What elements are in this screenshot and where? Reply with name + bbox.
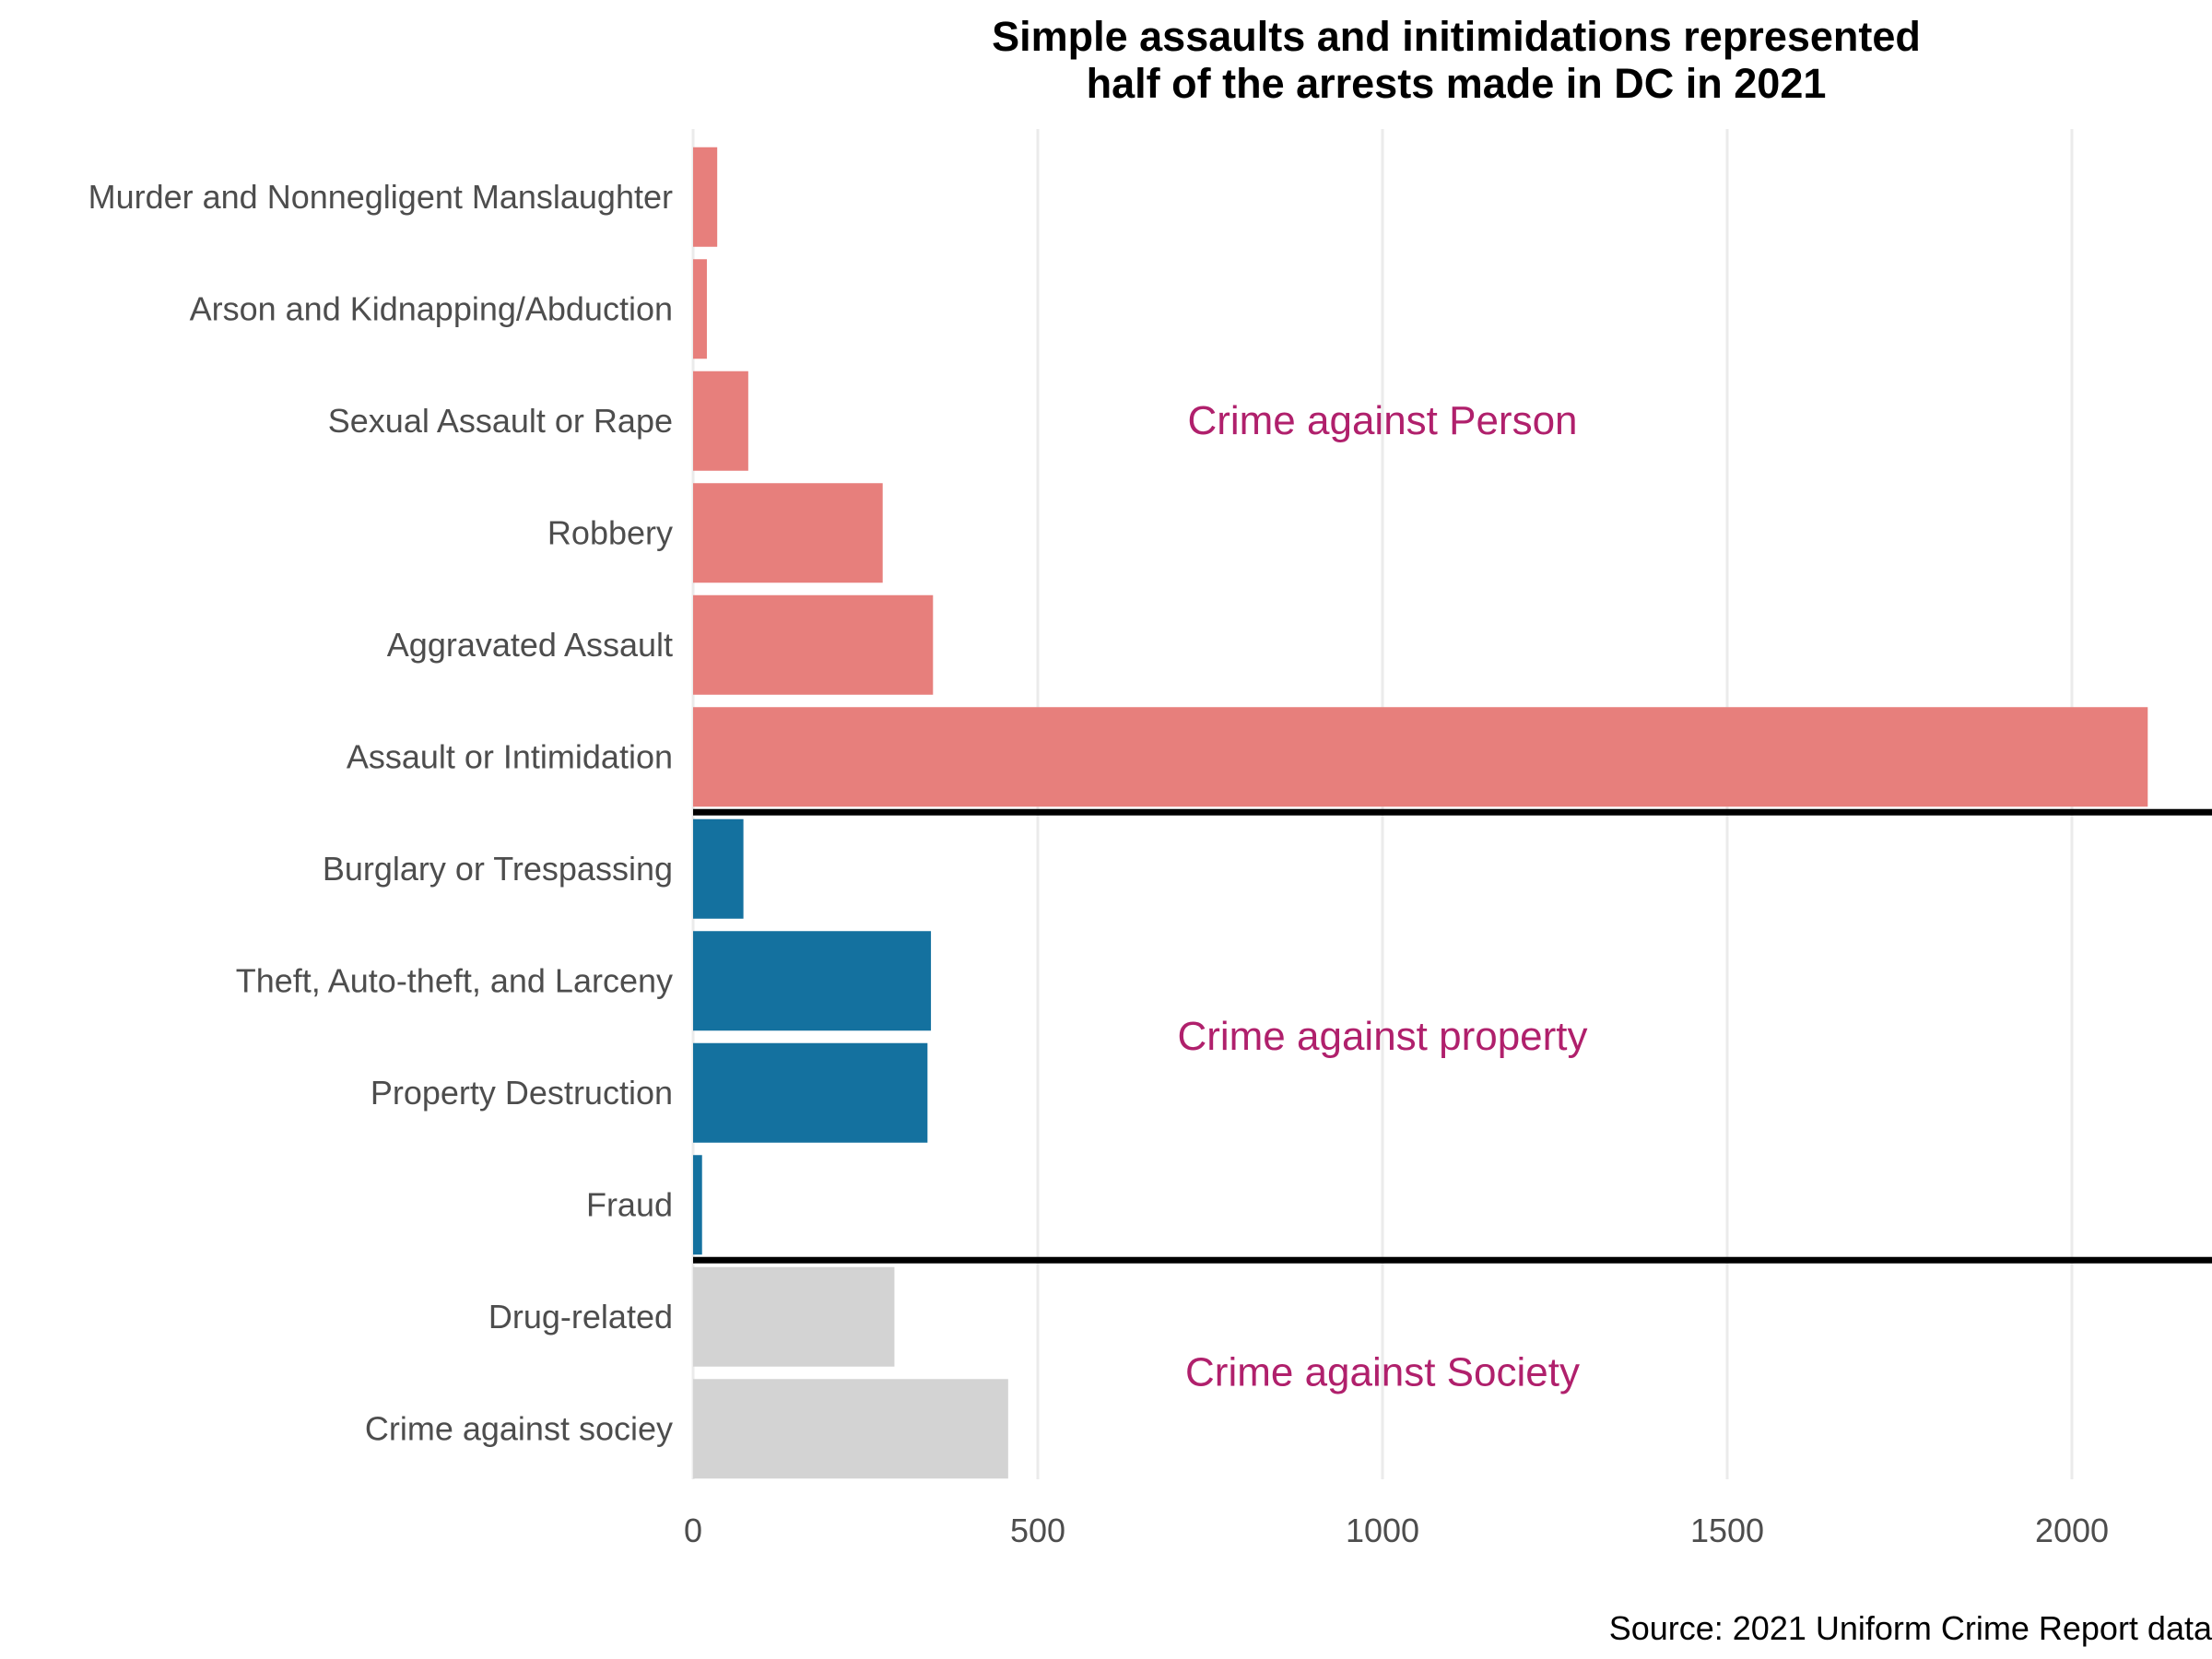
y-axis-labels: Murder and Nonnegligent Manslaughter Arso… <box>88 178 673 1448</box>
y-axis-label: Arson and Kidnapping/Abduction <box>190 289 673 327</box>
y-axis-label: Crime against sociey <box>365 1409 673 1447</box>
y-axis-label: Murder and Nonnegligent Manslaughter <box>88 178 673 216</box>
group-label: Crime against property <box>1177 1014 1587 1059</box>
bar <box>693 1042 928 1143</box>
y-axis-label: Assault or Intimidation <box>347 737 673 775</box>
bar <box>693 371 748 471</box>
y-axis-label: Theft, Auto-theft, and Larceny <box>236 961 673 999</box>
y-axis-label: Aggravated Assault <box>387 626 673 664</box>
bar <box>693 1379 1008 1479</box>
bar <box>693 1266 895 1367</box>
x-tick-label: 0 <box>684 1512 702 1549</box>
chart-title-line-1: Simple assaults and initimidations repre… <box>992 13 1921 60</box>
bar <box>693 818 744 919</box>
group-label: Crime against Person <box>1187 398 1577 443</box>
y-axis-label: Fraud <box>586 1185 673 1223</box>
group-label: Crime against Society <box>1185 1350 1580 1395</box>
y-axis-label: Sexual Assault or Rape <box>328 402 673 440</box>
y-axis-label: Burglary or Trespassing <box>323 850 673 888</box>
group-labels: Crime against Person Crime against proper… <box>1177 398 1587 1395</box>
bar <box>693 483 883 583</box>
x-tick-label: 1500 <box>1690 1512 1764 1549</box>
bar <box>693 707 2148 807</box>
x-tick-label: 500 <box>1010 1512 1065 1549</box>
x-tick-label: 2000 <box>2035 1512 2109 1549</box>
bar <box>693 931 932 1031</box>
bar <box>693 1155 702 1255</box>
bar <box>693 147 718 247</box>
bar <box>693 259 707 359</box>
chart-title-line-2: half of the arrests made in DC in 2021 <box>1086 60 1827 107</box>
y-axis-label: Robbery <box>547 513 673 551</box>
bar <box>693 594 934 695</box>
bars <box>693 147 2148 1479</box>
y-axis-label: Property Destruction <box>371 1074 673 1112</box>
y-axis-label: Drug-related <box>488 1298 673 1335</box>
source-caption: Source: 2021 Uniform Crime Report data <box>1608 1609 2212 1647</box>
x-tick-label: 1000 <box>1346 1512 1419 1549</box>
group-separators <box>693 808 2212 1264</box>
x-axis-tick-labels: 0 500 1000 1500 2000 <box>684 1512 2109 1549</box>
